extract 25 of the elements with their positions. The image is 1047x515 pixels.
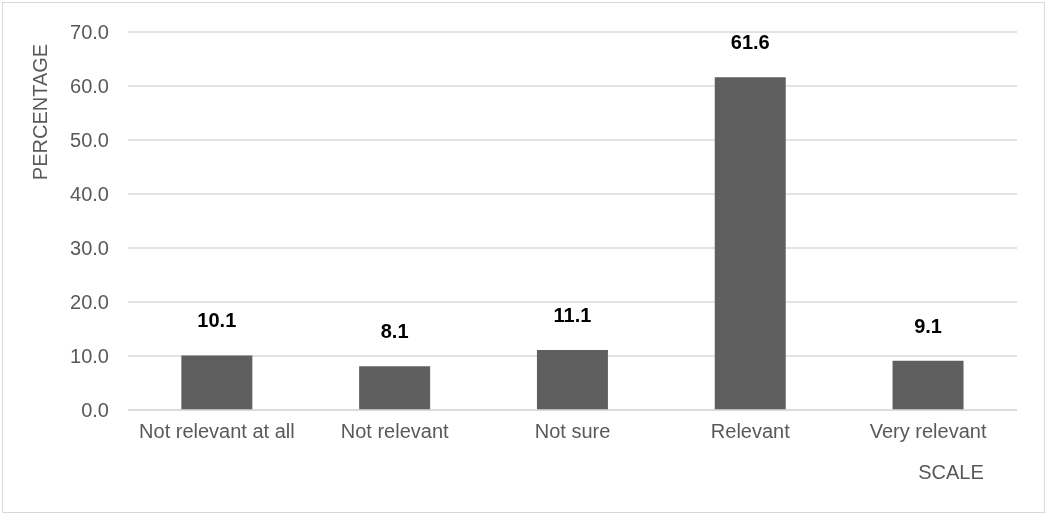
y-tick-label: 0.0 <box>81 399 109 422</box>
data-label: 11.1 <box>553 304 592 327</box>
bar <box>892 360 964 410</box>
data-label: 8.1 <box>380 320 409 343</box>
y-tick-label: 60.0 <box>70 75 109 98</box>
x-tick-label: Not relevant at all <box>139 420 295 443</box>
y-tick-label: 40.0 <box>70 183 109 206</box>
x-tick-label: Not sure <box>534 420 611 443</box>
x-tick-label: Not relevant <box>340 420 450 443</box>
x-tick-label: Relevant <box>710 420 791 443</box>
x-tick-label: Very relevant <box>869 420 987 443</box>
data-label: 61.6 <box>730 31 770 54</box>
y-tick-label: 10.0 <box>70 345 109 368</box>
x-axis-title: SCALE <box>918 461 984 483</box>
bar <box>714 77 786 410</box>
y-tick-label: 70.0 <box>70 21 109 44</box>
y-axis-title: PERCENTAGE <box>29 43 51 181</box>
bar <box>181 355 253 410</box>
y-tick-label: 50.0 <box>70 129 109 152</box>
bar <box>359 366 431 410</box>
data-label: 9.1 <box>914 314 942 337</box>
y-tick-label: 30.0 <box>70 237 109 260</box>
bar <box>536 350 608 410</box>
data-label: 10.1 <box>197 309 237 332</box>
y-tick-label: 20.0 <box>70 291 109 314</box>
